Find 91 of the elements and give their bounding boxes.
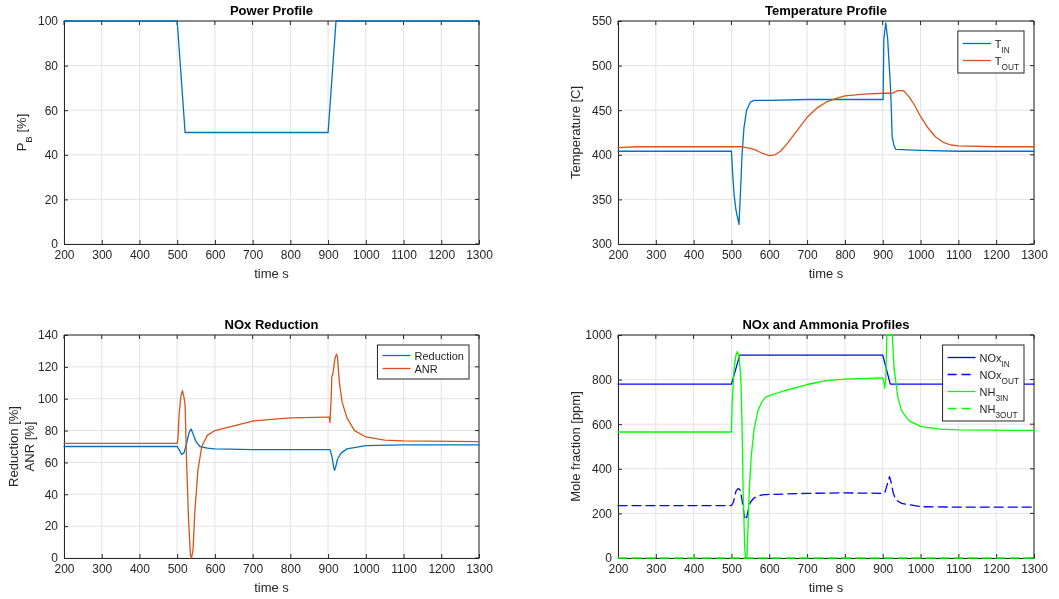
y-tick-label: 20 [44,519,59,534]
x-tick-label: 700 [243,247,264,262]
x-tick-label: 1300 [466,561,494,576]
y-tick-label: 40 [44,487,59,502]
x-tick-label: 300 [92,561,113,576]
x-tick-label: 900 [873,561,894,576]
line-series [617,89,1035,157]
y-tick-label: 350 [591,192,613,207]
y-axis-title: Temperature [C] [568,85,583,180]
x-tick-label: 1300 [1021,247,1049,262]
x-tick-label: 400 [684,247,705,262]
chart-title: NOx Reduction [224,317,319,332]
legend-label: NOx$_{OUT}$ [979,368,1019,385]
y-tick-label: 500 [591,58,613,73]
y-tick-label: 40 [44,148,59,163]
x-tick-label: 1100 [945,247,973,262]
legend-label: NH$_{3OUT}$ [979,402,1018,419]
legend-label: T$_{OUT}$ [994,54,1019,71]
x-tick-label: 900 [318,561,339,576]
y-tick-label: 400 [591,148,613,163]
y-tick-label: 100 [37,14,59,29]
line-series [63,428,480,472]
y-tick-label: 80 [44,423,59,438]
legend-label: ANR [414,362,438,375]
y-tick-label: 20 [44,192,59,207]
x-tick-label: 400 [684,561,705,576]
x-tick-label: 700 [243,561,264,576]
y-tick-label: 600 [591,417,613,432]
x-tick-label: 1300 [466,247,494,262]
y-tick-label: 140 [37,328,59,343]
x-tick-label: 300 [646,247,667,262]
line-series [617,334,1035,559]
x-tick-label: 500 [167,247,189,262]
x-axis-title: time s [254,266,290,281]
x-tick-label: 600 [759,247,781,262]
y-tick-label: 60 [44,455,59,470]
y-tick-label: 1000 [585,328,613,343]
x-tick-label: 1200 [983,561,1011,576]
x-tick-label: 200 [608,561,629,576]
y-tick-label: 200 [591,506,613,521]
x-tick-label: 400 [129,561,151,576]
x-tick-label: 600 [759,561,781,576]
x-tick-label: 1100 [391,247,418,262]
x-tick-label: 400 [129,247,151,262]
x-tick-label: 500 [721,561,743,576]
legend-label: NH$_{3IN}$ [979,385,1009,402]
legend-label: Reduction [414,349,464,362]
x-tick-label: 300 [92,247,113,262]
x-tick-label: 1200 [983,247,1011,262]
chart-title: NOx and Ammonia Profiles [742,317,910,332]
x-axis-title: time s [808,580,844,595]
legend-label: T$_{IN}$ [994,37,1010,54]
x-tick-label: 1200 [428,247,456,262]
x-tick-label: 900 [318,247,339,262]
x-tick-label: 900 [873,247,894,262]
x-tick-label: 700 [797,561,818,576]
y-tick-label: 450 [591,103,613,118]
x-tick-label: 500 [721,247,743,262]
x-tick-label: 500 [167,561,189,576]
x-tick-label: 300 [646,561,667,576]
x-tick-label: 700 [797,247,818,262]
y-tick-label: 60 [44,103,59,118]
y-tick-label: 80 [44,58,59,73]
chart-title: Power Profile [229,3,314,18]
y-axis-title: Mole fraction [ppm] [568,391,583,502]
y-axis-title: Reduction [%] ANR [%] [6,406,37,487]
x-tick-label: 1100 [391,561,418,576]
x-axis-title: time s [808,266,844,281]
x-tick-label: 1000 [352,561,380,576]
x-tick-label: 800 [280,561,302,576]
y-tick-label: 100 [37,392,59,407]
legend-label: NOx$_{IN}$ [979,351,1010,368]
x-tick-label: 600 [205,247,226,262]
y-tick-label: 800 [591,372,613,387]
line-series [617,475,1035,521]
x-tick-label: 1100 [945,561,973,576]
x-tick-label: 800 [280,247,302,262]
y-tick-label: 120 [37,360,59,375]
x-tick-label: 1000 [907,561,935,576]
x-tick-label: 1000 [352,247,380,262]
x-tick-label: 800 [835,561,856,576]
x-tick-label: 800 [835,247,856,262]
x-tick-label: 200 [608,247,629,262]
x-tick-label: 1000 [907,247,935,262]
y-tick-label: 400 [591,462,613,477]
x-axis-title: time s [254,580,290,595]
chart-title: Temperature Profile [765,3,887,18]
x-tick-label: 600 [205,561,226,576]
y-tick-label: 550 [591,14,613,29]
x-tick-label: 1200 [428,561,456,576]
x-tick-label: 1300 [1021,561,1049,576]
